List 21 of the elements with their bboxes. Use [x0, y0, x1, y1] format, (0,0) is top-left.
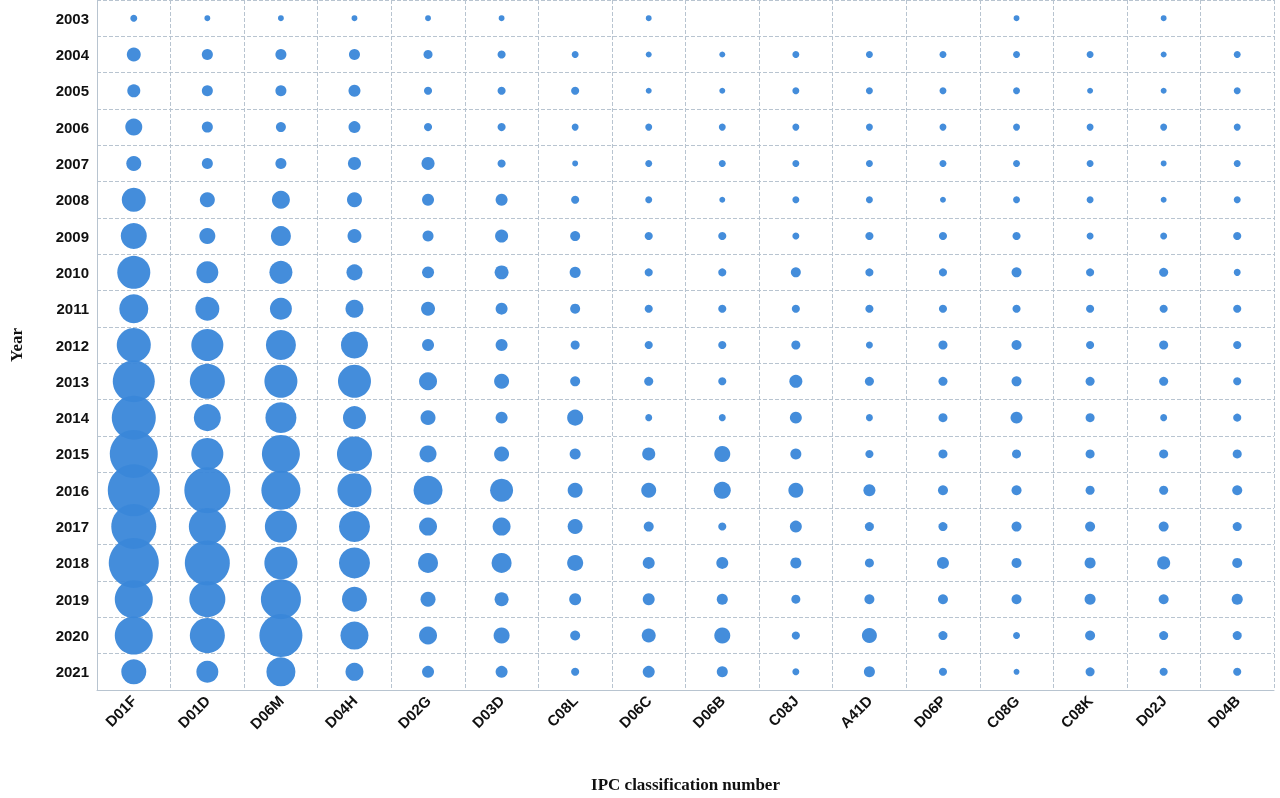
- y-tick-label: 2007: [55, 154, 89, 172]
- y-tick-label: 2003: [55, 9, 89, 27]
- y-tick-label: 2008: [55, 191, 89, 209]
- y-tick-label: 2017: [55, 518, 89, 536]
- y-tick-label: 2018: [55, 554, 89, 572]
- y-tick-label: 2004: [55, 45, 90, 63]
- x-axis-title: IPC classification number: [591, 775, 781, 794]
- y-tick-label: 2006: [55, 118, 89, 136]
- y-tick-label: 2011: [56, 300, 89, 318]
- y-tick-label: 2013: [55, 372, 89, 390]
- y-tick-label: 2021: [55, 663, 89, 681]
- y-tick-label: 2012: [55, 336, 89, 354]
- y-tick-label: 2009: [55, 227, 89, 245]
- y-tick-label: 2015: [55, 445, 89, 463]
- y-axis-title: Year: [7, 327, 26, 362]
- y-tick-label: 2010: [55, 263, 89, 281]
- y-tick-label: 2005: [55, 82, 89, 100]
- y-tick-label: 2020: [55, 627, 89, 645]
- y-tick-label: 2016: [55, 481, 89, 499]
- y-tick-label: 2019: [55, 590, 89, 608]
- y-tick-label: 2014: [55, 409, 90, 427]
